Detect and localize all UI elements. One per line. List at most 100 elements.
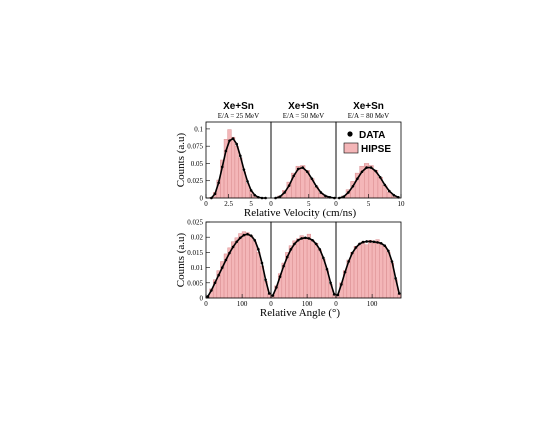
data-point [228,251,231,255]
hipse-bar [353,246,358,299]
hipse-bar [361,241,366,299]
data-point [322,256,325,260]
hipse-bar [382,246,387,299]
data-line [207,233,270,297]
data-point [324,194,327,198]
data-point [369,240,372,243]
hipse-bar [364,244,369,299]
hipse-bar [241,231,246,299]
data-point [360,170,364,174]
data-point [387,249,390,253]
data-point [213,192,217,196]
data-point [283,191,286,194]
data-point [307,237,311,240]
data-point [390,260,394,263]
hipse-bar [299,235,304,299]
data-point [369,166,373,169]
data-point [271,294,275,297]
data-point [315,184,318,188]
y-tick-label: 0.02 [191,234,204,242]
hipse-bar [317,249,322,299]
column-subtitle: E/A = 80 MeV [348,112,389,120]
data-point [347,191,350,194]
panel: 0 100 [204,221,272,308]
data-point [378,175,382,179]
data-point [376,241,379,244]
hipse-bar [252,241,257,299]
hipse-bar [234,237,239,299]
x-tick-label: 0 [269,300,273,308]
data-point [249,234,253,237]
hipse-bar [368,239,373,299]
hipse-bar [296,238,301,299]
hipse-bar [300,165,306,199]
data-point [264,278,267,282]
data-point [336,293,340,297]
data-point [275,286,278,289]
data-point [311,238,314,242]
hipse-bar [249,235,254,299]
data-line [272,236,335,296]
y-tick-label: 0.075 [187,143,203,151]
data-point [383,244,387,248]
y-tick-label: 0.1 [194,125,203,133]
column-subtitle: E/A = 25 MeV [218,112,259,120]
data-point [239,236,242,240]
data-point [213,281,217,285]
data-point [365,166,368,169]
hipse-bar [386,252,391,299]
data-point [220,266,224,269]
x-tick-label: 2.5 [224,200,233,208]
data-point [374,169,377,173]
data-point [372,240,376,244]
column-title: Xe+Sn [223,101,254,112]
legend-data-label: DATA [359,130,385,141]
hipse-bar [375,239,380,299]
hipse-bar [231,136,236,199]
data-point [301,166,305,169]
data-point [242,233,246,237]
data-point [231,245,235,249]
data-point [379,241,383,245]
data-point [239,154,242,158]
data-point [325,267,329,271]
data-point [397,292,401,295]
data-point [249,189,253,192]
x-tick-label: 0 [269,200,273,208]
column-title: Xe+Sn [353,101,384,112]
x-tick-label: 5 [307,200,311,208]
hipse-bar [321,258,326,299]
data-point [282,264,285,268]
data-line [210,137,266,199]
data-point [305,170,309,174]
data-point [285,255,289,259]
y-tick-label: 0.01 [191,264,204,272]
data-point [388,189,391,193]
data-point [319,191,323,194]
data-point [210,289,213,292]
data-point [220,165,224,169]
y-tick-label: 0.025 [187,219,203,227]
data-point [206,295,210,298]
data-point [224,149,228,153]
data-point [358,242,361,246]
data-point [365,240,368,243]
hipse-bar [357,244,362,299]
x-tick-label: 100 [367,300,378,308]
data-point [292,174,295,178]
y-tick-label: 0 [200,195,204,203]
data-point [287,184,291,187]
data-point [356,177,359,180]
data-point [217,273,220,277]
x-axis-label: Relative Angle (°) [260,307,340,319]
legend-hipse-label: HIPSE [361,144,391,155]
hipse-bar [310,239,315,299]
data-point [332,293,336,296]
x-tick-label: 100 [302,300,313,308]
data-point [231,137,235,140]
hipse-bar [379,243,384,299]
data-point [278,195,282,198]
